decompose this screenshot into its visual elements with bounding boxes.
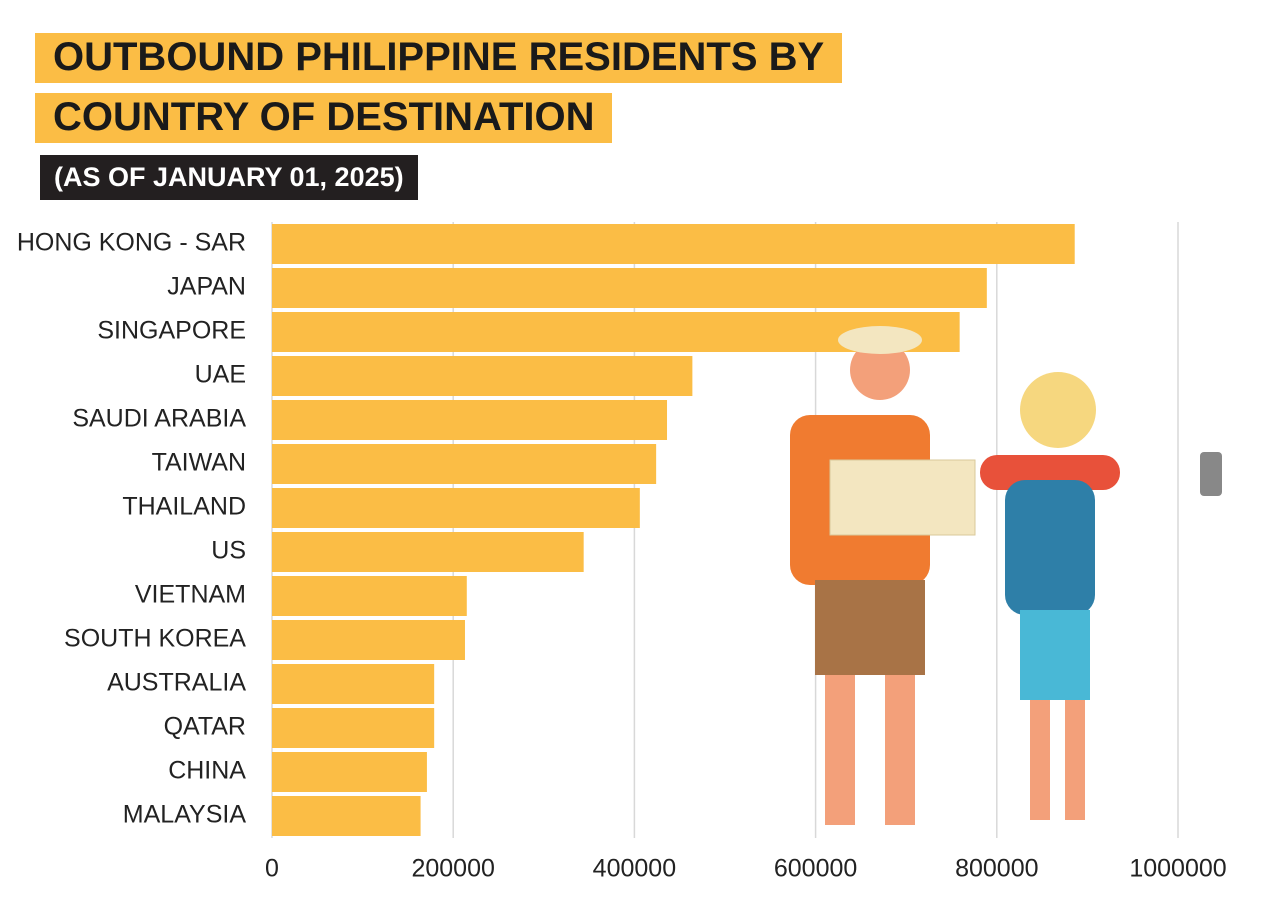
bar — [272, 620, 465, 660]
x-tick-label: 400000 — [593, 855, 676, 883]
x-tick-label: 0 — [265, 855, 279, 883]
bar — [272, 224, 1075, 264]
bar — [272, 268, 987, 308]
y-tick-label: AUSTRALIA — [107, 669, 246, 697]
y-tick-label: VIETNAM — [135, 581, 246, 609]
illustration — [790, 326, 1222, 825]
y-tick-label: US — [211, 537, 246, 565]
bar — [272, 488, 640, 528]
y-tick-label: SAUDI ARABIA — [72, 405, 246, 433]
chart-title: OUTBOUND PHILIPPINE RESIDENTS BY COUNTRY… — [35, 27, 885, 147]
chart-subtitle: (AS OF JANUARY 01, 2025) — [40, 155, 418, 200]
chart-title-text: OUTBOUND PHILIPPINE RESIDENTS BY COUNTRY… — [35, 33, 843, 143]
x-tick-label: 200000 — [411, 855, 494, 883]
y-tick-label: SOUTH KOREA — [64, 625, 246, 653]
y-tick-label: JAPAN — [167, 273, 246, 301]
y-tick-label: CHINA — [168, 757, 246, 785]
x-tick-label: 800000 — [955, 855, 1038, 883]
y-tick-label: TAIWAN — [152, 449, 246, 477]
bar — [272, 664, 435, 704]
bar — [272, 576, 467, 616]
y-tick-label: QATAR — [164, 713, 246, 741]
bar — [272, 708, 435, 748]
y-tick-label: HONG KONG - SAR — [17, 229, 246, 257]
bar — [272, 752, 427, 792]
y-tick-label: THAILAND — [122, 493, 246, 521]
x-tick-label: 1000000 — [1129, 855, 1226, 883]
bar — [272, 796, 421, 836]
y-tick-label: UAE — [195, 361, 246, 389]
bars: HONG KONG - SAR JAPAN SINGAPORE UAE SAUDI AR… — [17, 224, 1075, 836]
bar — [272, 532, 584, 572]
y-tick-label: SINGAPORE — [97, 317, 246, 345]
x-tick-label: 600000 — [774, 855, 857, 883]
bar — [272, 400, 668, 440]
y-tick-label: MALAYSIA — [123, 801, 247, 829]
bar — [272, 356, 693, 396]
bar — [272, 444, 657, 484]
